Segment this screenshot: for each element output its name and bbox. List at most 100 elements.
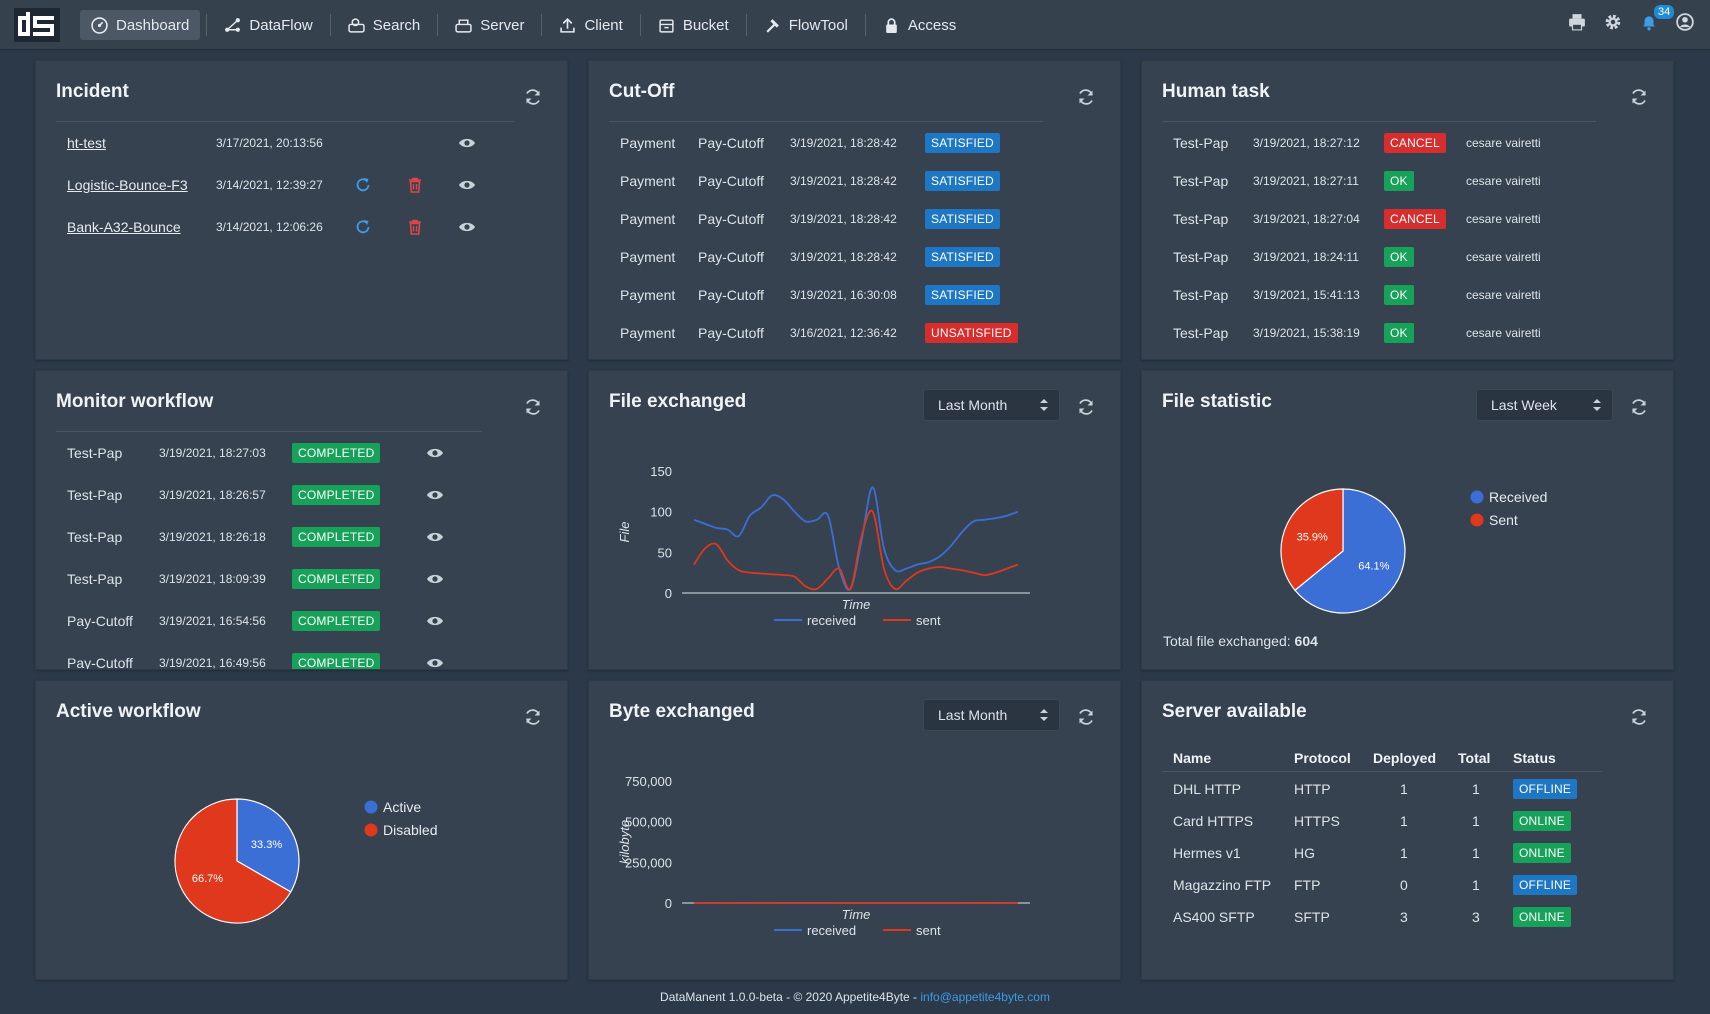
incident-name-link[interactable]: ht-test [67, 135, 106, 151]
gear-icon[interactable] [1604, 13, 1622, 31]
nav-access[interactable]: Access [872, 10, 967, 40]
view-icon[interactable] [426, 528, 444, 546]
cutoff-name: Pay-Cutoff [698, 325, 764, 341]
cutoff-row[interactable]: Payment Pay-Cutoff 3/19/2021, 16:30:08 SATI… [589, 283, 1120, 307]
refresh-icon[interactable] [1076, 707, 1096, 727]
lock-icon [886, 17, 897, 33]
divider [1162, 121, 1596, 122]
panel-title: File exchanged [609, 391, 747, 412]
server-name: AS400 SFTP [1173, 909, 1255, 925]
legend-label: sent [916, 613, 941, 628]
refresh-icon[interactable] [1076, 397, 1096, 417]
cutoff-date: 3/19/2021, 18:28:42 [790, 250, 897, 264]
table-row[interactable]: DHL HTTP HTTP 1 1 OFFLINE [1142, 777, 1673, 801]
refresh-icon[interactable] [523, 707, 543, 727]
y-tick-label: 100 [650, 505, 672, 520]
refresh-icon[interactable] [1076, 87, 1096, 107]
nav-flowtool[interactable]: FlowTool [753, 10, 859, 40]
user-icon[interactable] [1676, 13, 1694, 31]
human-task-row[interactable]: Test-Pap 3/19/2021, 18:27:12 CANCEL cesare … [1142, 131, 1673, 155]
panel-title: Byte exchanged [609, 701, 755, 722]
server-deployed: 1 [1400, 781, 1408, 797]
view-icon[interactable] [458, 176, 476, 194]
nav-separator [864, 14, 866, 36]
table-row[interactable]: AS400 SFTP SFTP 3 3 ONLINE [1142, 905, 1673, 929]
cutoff-row[interactable]: Payment Pay-Cutoff 3/19/2021, 18:28:42 SATI… [589, 131, 1120, 155]
incident-name-link[interactable]: Bank-A32-Bounce [67, 219, 181, 235]
human-task-row[interactable]: Test-Pap 3/19/2021, 18:27:11 OK cesare vair… [1142, 169, 1673, 193]
cutoff-row[interactable]: Payment Pay-Cutoff 3/19/2021, 18:28:42 SATI… [589, 169, 1120, 193]
cutoff-date: 3/16/2021, 12:36:42 [790, 326, 897, 340]
server-total: 3 [1472, 909, 1480, 925]
table-row[interactable]: Magazzino FTP FTP 0 1 OFFLINE [1142, 873, 1673, 897]
view-icon[interactable] [426, 612, 444, 630]
client-icon [560, 17, 576, 33]
refresh-icon[interactable] [1629, 87, 1649, 107]
server-protocol: HTTP [1294, 781, 1331, 797]
workflow-date: 3/19/2021, 16:54:56 [159, 614, 266, 628]
incident-name-link[interactable]: Logistic-Bounce-F3 [67, 177, 188, 193]
human-task-row[interactable]: Test-Pap 3/19/2021, 15:41:13 OK cesare vair… [1142, 283, 1673, 307]
select-arrows-icon [1593, 399, 1601, 411]
cutoff-type: Payment [620, 325, 676, 341]
delete-icon[interactable] [406, 176, 424, 194]
view-icon[interactable] [426, 570, 444, 588]
nav-separator [329, 14, 331, 36]
pie-slice-active [236, 798, 300, 893]
nav-server[interactable]: Server [444, 10, 535, 40]
table-row[interactable]: Card HTTPS HTTPS 1 1 ONLINE [1142, 809, 1673, 833]
cutoff-date: 3/19/2021, 18:28:42 [790, 174, 897, 188]
cutoff-row[interactable]: Payment Pay-Cutoff 3/16/2021, 12:36:42 UNSA… [589, 321, 1120, 345]
human-task-row[interactable]: Test-Pap 3/19/2021, 18:27:04 CANCEL cesare … [1142, 207, 1673, 231]
table-row[interactable]: Hermes v1 HG 1 1 ONLINE [1142, 841, 1673, 865]
workflow-date: 3/19/2021, 18:26:57 [159, 488, 266, 502]
nav-dataflow[interactable]: DataFlow [213, 10, 323, 40]
refresh-icon[interactable] [1629, 707, 1649, 727]
refresh-icon[interactable] [523, 397, 543, 417]
task-date: 3/19/2021, 15:38:19 [1253, 326, 1360, 340]
printer-icon[interactable] [1568, 13, 1586, 31]
total-label: Total file exchanged: [1163, 633, 1291, 649]
delete-icon[interactable] [406, 218, 424, 236]
workflow-date: 3/19/2021, 18:26:18 [159, 530, 266, 544]
cutoff-row[interactable]: Payment Pay-Cutoff 3/19/2021, 18:28:42 SATI… [589, 207, 1120, 231]
view-icon[interactable] [426, 654, 444, 669]
nav-dashboard[interactable]: Dashboard [80, 10, 201, 40]
y-axis-label: kilobyte [617, 820, 632, 864]
refresh-icon[interactable] [523, 87, 543, 107]
x-axis-label: Time [842, 907, 871, 922]
file-exchanged-chart: 0 50 100 150 Time File received sent [617, 464, 1030, 628]
status-badge: OK [1384, 247, 1414, 267]
nav-bucket[interactable]: Bucket [647, 10, 740, 40]
footer-email-link[interactable]: info@appetite4byte.com [920, 990, 1050, 1004]
file-statistic-pie: 64.1% 35.9% Received Sent [1280, 488, 1547, 614]
retry-icon[interactable] [354, 176, 372, 194]
workflow-date: 3/19/2021, 18:09:39 [159, 572, 266, 586]
status-badge: SATISFIED [925, 209, 1000, 229]
retry-icon[interactable] [354, 218, 372, 236]
view-icon[interactable] [426, 486, 444, 504]
human-task-row[interactable]: Test-Pap 3/19/2021, 15:38:19 OK cesare vair… [1142, 321, 1673, 345]
byte-exchanged-chart: 0 250,000 500,000 750,000 Time kilobyte receiv… [617, 774, 1030, 938]
task-user: cesare vairetti [1466, 212, 1541, 226]
cutoff-date: 3/19/2021, 18:28:42 [790, 212, 897, 226]
notification-bell[interactable]: 34 [1640, 5, 1675, 31]
cutoff-row[interactable]: Payment Pay-Cutoff 3/19/2021, 18:28:42 SATI… [589, 245, 1120, 269]
nav-client[interactable]: Client [548, 10, 633, 40]
period-select[interactable]: Last Week [1476, 389, 1613, 421]
nav-search[interactable]: Search [337, 10, 432, 40]
nav-dashboard-label: Dashboard [116, 16, 190, 34]
view-icon[interactable] [458, 218, 476, 236]
period-select[interactable]: Last Month [923, 389, 1060, 421]
view-icon[interactable] [426, 444, 444, 462]
select-arrows-icon [1040, 709, 1048, 721]
app-logo[interactable] [14, 8, 60, 42]
refresh-icon[interactable] [1629, 397, 1649, 417]
human-task-row[interactable]: Test-Pap 3/19/2021, 18:24:11 OK cesare vair… [1142, 245, 1673, 269]
panel-title: Active workflow [56, 701, 201, 722]
panel-title: Human task [1162, 81, 1270, 102]
period-select-value: Last Week [1491, 397, 1557, 413]
task-user: cesare vairetti [1466, 250, 1541, 264]
view-icon[interactable] [458, 134, 476, 152]
period-select[interactable]: Last Month [923, 699, 1060, 731]
